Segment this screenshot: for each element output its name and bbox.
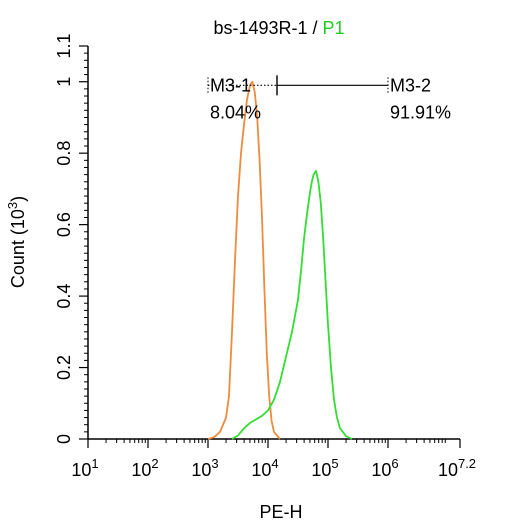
x-tick-exponent: 2 — [151, 456, 158, 471]
x-tick-label: 105 — [311, 456, 338, 480]
x-tick-label: 102 — [131, 456, 158, 480]
title-main: bs-1493R-1 / — [213, 18, 322, 38]
y-axis-label: Count (103) — [5, 196, 28, 288]
plot-area: 101 102 103 104 105 106 107.200.20.40.60.811.1… — [54, 33, 476, 480]
x-tick-exponent: 3 — [211, 456, 218, 471]
x-tick-base: 10 — [311, 460, 331, 480]
y-tick-label: 1.1 — [54, 33, 74, 58]
y-tick-label: 0.8 — [54, 141, 74, 166]
x-tick-label: 106 — [371, 456, 398, 480]
title-highlight: P1 — [323, 18, 345, 38]
chart-title: bs-1493R-1 / P1 — [213, 18, 344, 38]
series-line-2 — [231, 170, 353, 440]
x-tick-base: 10 — [251, 460, 271, 480]
y-axis-label-prefix: Count (10 — [8, 209, 28, 288]
y-tick-label: 0.4 — [54, 284, 74, 309]
x-tick-base: 10 — [371, 460, 391, 480]
y-axis-label-suffix: ) — [8, 196, 28, 202]
x-tick-base: 10 — [438, 460, 458, 480]
x-tick-label: 101 — [71, 456, 98, 480]
x-tick-exponent: 6 — [391, 456, 398, 471]
x-tick-base: 10 — [131, 460, 151, 480]
x-tick-label: 103 — [191, 456, 218, 480]
x-tick-base: 10 — [71, 460, 91, 480]
x-tick-base: 10 — [191, 460, 211, 480]
gate-percent-2: 91.91% — [390, 102, 451, 122]
y-tick-label: 0.6 — [54, 212, 74, 237]
x-axis-label: PE-H — [259, 502, 302, 522]
x-tick-label: 107.2 — [438, 456, 476, 480]
x-tick-exponent: 4 — [271, 456, 278, 471]
gate-name-1: M3-1 — [210, 75, 251, 95]
y-tick-label: 0.2 — [54, 355, 74, 380]
x-tick-exponent: 7.2 — [458, 456, 476, 471]
gate-name-2: M3-2 — [390, 75, 431, 95]
y-tick-label: 0 — [54, 434, 74, 444]
y-axis-label-exponent: 3 — [5, 202, 20, 209]
x-tick-label: 104 — [251, 456, 278, 480]
x-tick-exponent: 1 — [91, 456, 98, 471]
series-line-1 — [207, 80, 281, 440]
gate-percent-1: 8.04% — [210, 102, 261, 122]
y-tick-label: 1 — [54, 77, 74, 87]
x-tick-exponent: 5 — [331, 456, 338, 471]
